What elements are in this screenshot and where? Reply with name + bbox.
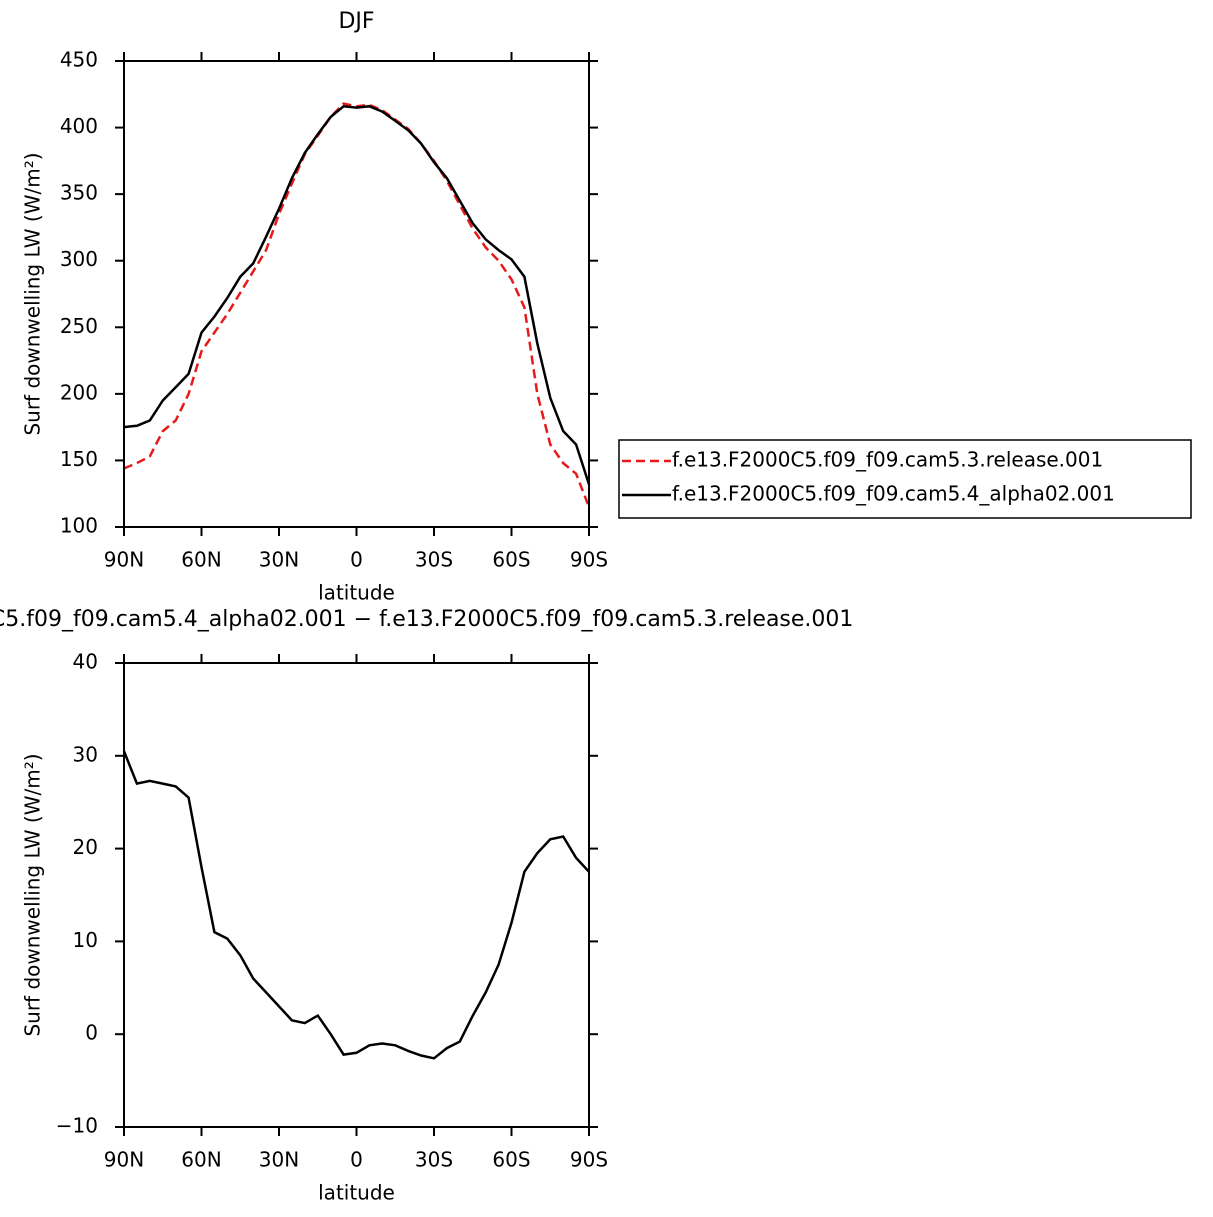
x-tick-label: 90S (570, 1148, 608, 1172)
x-tick-label: 30N (259, 548, 299, 572)
y-tick-label: 0 (85, 1021, 98, 1045)
x-tick-label: 30S (415, 548, 453, 572)
y-tick-label: 100 (60, 514, 98, 538)
y-tick-label: −10 (56, 1114, 98, 1138)
y-tick-label: 200 (60, 380, 98, 404)
data-line (123, 105, 591, 485)
x-tick-label: 90N (104, 1148, 144, 1172)
y-tick-label: 250 (60, 314, 98, 338)
y-tick-label: 450 (60, 48, 98, 72)
x-tick-label: 60N (181, 548, 221, 572)
y-tick-label: 30 (73, 742, 98, 766)
x-tick-label: 30N (259, 1148, 299, 1172)
data-line (122, 750, 590, 1060)
plot-frame (123, 662, 590, 1128)
legend-box (618, 439, 1192, 519)
x-tick-label: 90N (104, 548, 144, 572)
x-axis-label: latitude (318, 1181, 395, 1205)
y-tick-label: 350 (60, 181, 98, 205)
y-tick-label: 10 (73, 928, 98, 952)
y-axis-label: Surf downwelling LW (W/m²) (21, 152, 45, 435)
plot-frame (123, 60, 590, 528)
legend: f.e13.F2000C5.f09_f09.cam5.3.release.001… (618, 439, 1192, 519)
y-tick-label: 400 (60, 114, 98, 138)
x-tick-label: 30S (415, 1148, 453, 1172)
y-tick-label: 40 (73, 650, 98, 674)
legend-label: f.e13.F2000C5.f09_f09.cam5.4_alpha02.001 (672, 482, 1115, 506)
data-line (123, 102, 591, 508)
x-tick-label: 0 (350, 1148, 363, 1172)
y-axis-label: Surf downwelling LW (W/m²) (21, 753, 45, 1036)
x-tick-label: 0 (350, 548, 363, 572)
x-tick-label: 90S (570, 548, 608, 572)
x-tick-label: 60S (492, 1148, 530, 1172)
x-tick-label: 60N (181, 1148, 221, 1172)
chart-title: f.e13.F2000C5.f09_f09.cam5.4_alpha02.001… (0, 607, 853, 632)
legend-label: f.e13.F2000C5.f09_f09.cam5.3.release.001 (672, 448, 1103, 472)
y-tick-label: 150 (60, 447, 98, 471)
y-tick-label: 20 (73, 835, 98, 859)
x-axis-label: latitude (318, 581, 395, 605)
y-tick-label: 300 (60, 247, 98, 271)
chart-title: DJF (338, 9, 374, 34)
x-tick-label: 60S (492, 548, 530, 572)
